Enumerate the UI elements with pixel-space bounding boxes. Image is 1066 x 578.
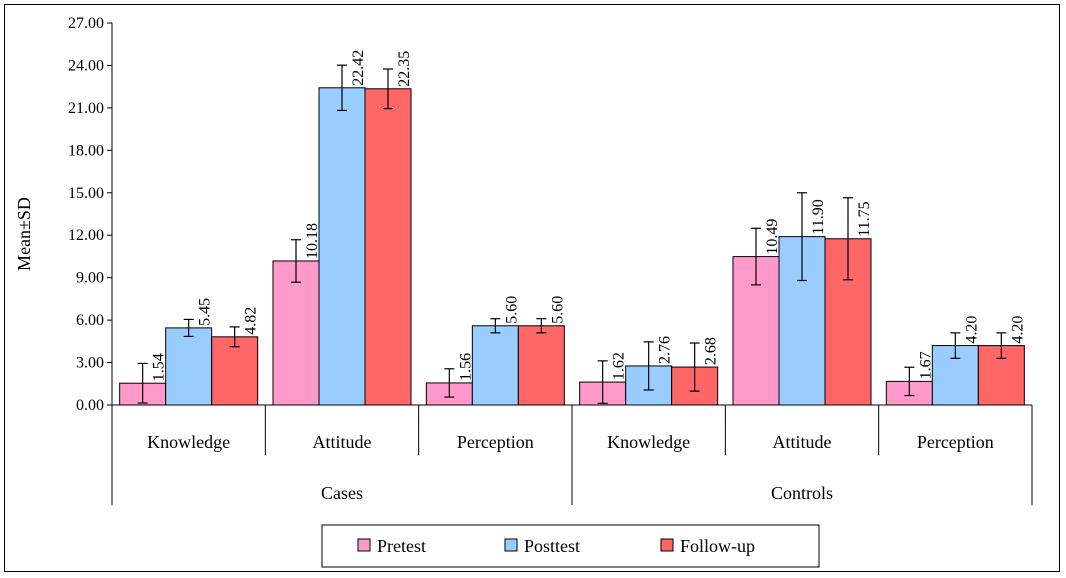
y-tick-label: 9.00 xyxy=(76,270,104,287)
y-axis-label: Mean±SD xyxy=(14,197,34,271)
y-tick-label: 21.00 xyxy=(68,100,104,117)
group-label: Cases xyxy=(321,483,363,503)
category-label: Knowledge xyxy=(147,432,230,452)
legend: Pretest Posttest Follow-up xyxy=(321,524,820,568)
data-label: 5.60 xyxy=(503,296,520,324)
data-label: 10.49 xyxy=(764,219,781,255)
data-label: 4.82 xyxy=(243,307,260,335)
data-label: 5.60 xyxy=(549,296,566,324)
y-tick-label: 6.00 xyxy=(76,312,104,329)
data-label: 5.45 xyxy=(197,298,214,326)
category-label: Perception xyxy=(457,432,534,452)
data-label: 11.75 xyxy=(856,201,873,236)
legend-swatch xyxy=(660,538,674,552)
category-label: Attitude xyxy=(313,432,372,452)
data-label: 4.20 xyxy=(1009,316,1026,344)
legend-swatch xyxy=(357,538,371,552)
data-label: 22.35 xyxy=(396,51,413,87)
bars: 1.54 5.45 4.82 10.18 22.42 22.35 1.56 5.60 5.60 1… xyxy=(119,50,1026,406)
legend-label: Pretest xyxy=(377,536,426,556)
y-tick-label: 27.00 xyxy=(68,15,104,32)
x-axis: Knowledge Attitude Perception Knowledge Atti… xyxy=(111,404,1033,505)
y-axis: 0.00 3.00 6.00 9.00 12.00 15.00 18.00 21.00 24.0… xyxy=(68,15,113,414)
data-label: 2.76 xyxy=(657,336,674,364)
data-label: 11.90 xyxy=(810,199,827,234)
legend-label: Posttest xyxy=(524,536,580,556)
bar xyxy=(211,336,259,406)
data-label: 1.62 xyxy=(611,352,628,380)
y-tick-label: 12.00 xyxy=(68,227,104,244)
legend-box xyxy=(321,524,820,568)
data-label: 1.67 xyxy=(917,351,934,379)
chart-frame xyxy=(4,4,1060,572)
group-label: Controls xyxy=(771,483,833,503)
legend-swatch xyxy=(504,538,518,552)
data-label: 22.42 xyxy=(350,50,367,86)
category-label: Attitude xyxy=(773,432,832,452)
legend-label: Follow-up xyxy=(680,536,755,556)
bar xyxy=(165,327,213,406)
category-label: Knowledge xyxy=(607,432,690,452)
bar xyxy=(471,325,519,406)
y-tick-label: 0.00 xyxy=(76,397,104,414)
y-tick-label: 18.00 xyxy=(68,142,104,159)
bar xyxy=(517,325,565,406)
bar xyxy=(364,88,412,406)
bar xyxy=(272,260,320,406)
y-tick-label: 3.00 xyxy=(76,355,104,372)
data-label: 2.68 xyxy=(703,337,720,365)
bar xyxy=(318,87,366,406)
data-label: 10.18 xyxy=(304,223,321,259)
y-tick-label: 15.00 xyxy=(68,185,104,202)
data-label: 1.56 xyxy=(457,353,474,381)
data-label: 4.20 xyxy=(963,316,980,344)
data-label: 1.54 xyxy=(151,353,168,381)
category-label: Perception xyxy=(917,432,994,452)
y-tick-label: 24.00 xyxy=(68,57,104,74)
